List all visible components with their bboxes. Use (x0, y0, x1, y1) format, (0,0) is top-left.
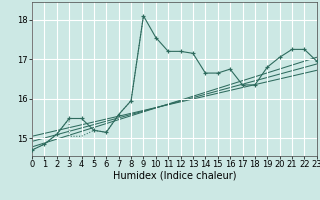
X-axis label: Humidex (Indice chaleur): Humidex (Indice chaleur) (113, 171, 236, 181)
